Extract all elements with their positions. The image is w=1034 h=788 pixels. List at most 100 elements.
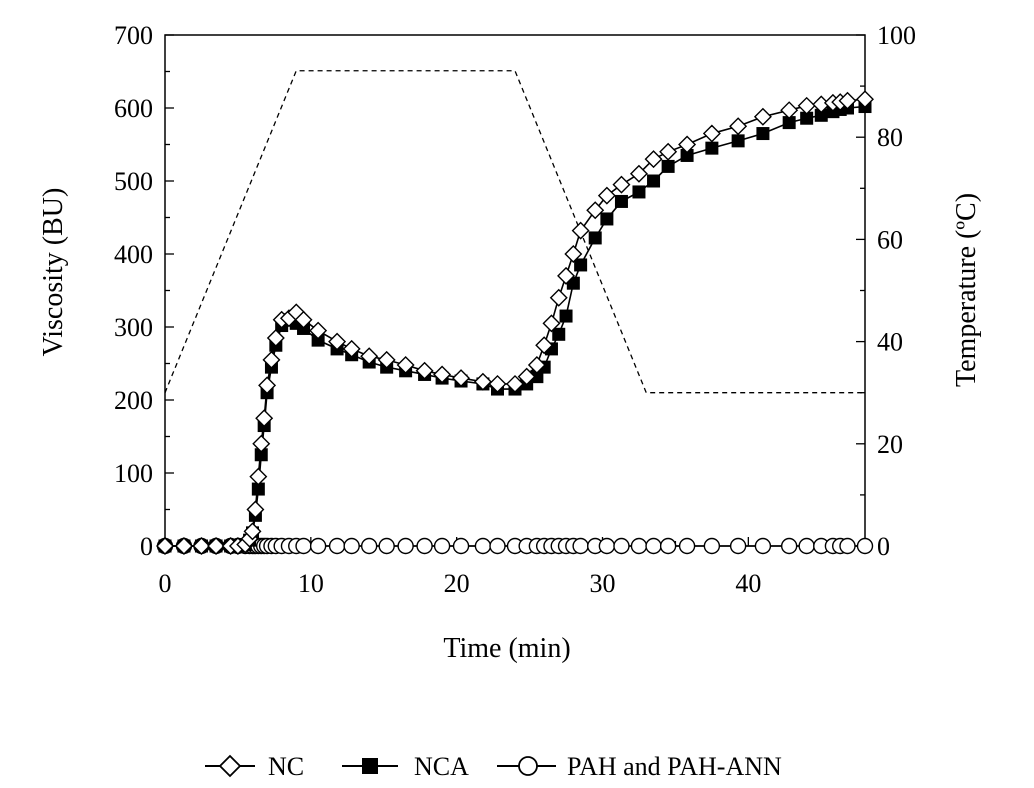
point-pah-and-pah-ann	[839, 537, 856, 555]
point-nc	[571, 221, 590, 240]
point-nca	[251, 482, 265, 496]
point-nca	[756, 127, 770, 141]
point-pah-and-pah-ann	[659, 537, 677, 555]
point-nc	[415, 361, 434, 380]
point-nc	[249, 467, 268, 486]
point-nc	[612, 175, 631, 194]
y-tick-label: 100	[114, 459, 153, 488]
point-nc	[659, 142, 678, 161]
point-nc	[702, 124, 721, 143]
point-pah-and-pah-ann	[630, 537, 648, 555]
legend: NC NCA PAH and PAH-ANN	[205, 752, 782, 781]
legend-label-pah: PAH and PAH-ANN	[567, 752, 782, 781]
point-pah-and-pah-ann	[598, 537, 616, 555]
point-nc	[294, 310, 313, 329]
y-tick-label: 400	[114, 240, 153, 269]
point-nc	[597, 186, 616, 205]
y-tick-label: 500	[114, 167, 153, 196]
point-nc	[433, 365, 452, 384]
x-tick-label: 0	[159, 569, 172, 598]
point-nc	[246, 500, 265, 519]
point-nc	[506, 374, 524, 393]
point-nc	[192, 537, 211, 555]
point-nc	[644, 150, 663, 169]
point-nc	[488, 374, 507, 393]
point-pah-and-pah-ann	[678, 537, 696, 555]
point-nca	[647, 174, 661, 188]
point-nc	[452, 369, 471, 388]
point-pah-and-pah-ann	[798, 537, 815, 555]
point-nc	[557, 266, 576, 285]
point-nc	[780, 101, 799, 120]
point-nc	[564, 245, 583, 263]
point-pah-and-pah-ann	[433, 537, 451, 555]
point-pah-and-pah-ann	[397, 537, 414, 555]
point-nc	[753, 107, 772, 126]
point-pah-and-pah-ann	[856, 537, 874, 555]
point-nc	[838, 91, 857, 110]
y2-tick-label: 60	[877, 225, 903, 254]
point-nc	[629, 164, 648, 183]
x-axis-title: Time (min)	[443, 633, 570, 664]
point-nc	[473, 372, 492, 391]
series-line-nca	[165, 105, 866, 547]
point-pah-and-pah-ann	[645, 537, 662, 555]
point-pah-and-pah-ann	[309, 537, 327, 555]
x-tick-label: 10	[298, 569, 324, 598]
point-nc	[243, 522, 262, 541]
point-nca	[782, 116, 796, 130]
point-pah-and-pah-ann	[360, 537, 378, 555]
series-pah-and-pah-ann	[156, 537, 874, 555]
point-nc	[262, 350, 281, 369]
point-nc	[266, 328, 285, 347]
point-pah-and-pah-ann	[729, 537, 747, 555]
axis-ticks: 0 100 200 300 400 500 600 700 0 20 40 60 80 100 0 10 20 3…	[114, 21, 916, 598]
y2-tick-label: 80	[877, 123, 903, 152]
point-nc	[309, 321, 328, 340]
x-tick-label: 30	[590, 569, 616, 598]
legend-item-pah: PAH and PAH-ANN	[497, 752, 782, 781]
y-tick-label: 700	[114, 21, 153, 50]
point-nc	[542, 314, 561, 333]
point-pah-and-pah-ann	[489, 537, 506, 555]
legend-item-nca: NCA	[342, 752, 469, 781]
point-nc	[549, 288, 568, 307]
point-nc	[797, 96, 816, 115]
y2-axis-title: Temperature (ºC)	[951, 193, 982, 387]
point-pah-and-pah-ann	[416, 537, 433, 555]
point-nc	[252, 434, 271, 453]
legend-label-nc: NC	[268, 752, 304, 781]
point-nc	[527, 355, 546, 374]
point-nc	[328, 332, 347, 351]
point-nca	[661, 159, 675, 173]
point-pah-and-pah-ann	[452, 537, 470, 555]
point-nc	[258, 376, 277, 395]
point-nca	[559, 309, 573, 323]
series-nc	[156, 90, 874, 555]
point-nc	[586, 201, 605, 220]
point-pah-and-pah-ann	[343, 537, 360, 555]
point-nca	[254, 448, 268, 462]
point-pah-and-pah-ann	[780, 537, 798, 555]
series-line-nc	[165, 98, 866, 547]
point-nc	[156, 537, 174, 555]
point-nca	[814, 108, 828, 122]
x-tick-label: 40	[735, 569, 761, 598]
point-nc	[174, 537, 193, 555]
point-nc	[342, 339, 361, 358]
legend-item-nc: NC	[205, 752, 304, 781]
point-pah-and-pah-ann	[572, 537, 589, 555]
point-nc	[856, 90, 874, 109]
point-nc	[517, 367, 536, 386]
point-pah-and-pah-ann	[703, 537, 721, 555]
point-pah-and-pah-ann	[328, 537, 346, 555]
point-nca	[588, 231, 602, 245]
point-nc	[255, 409, 274, 428]
y-tick-label: 300	[114, 313, 153, 342]
y2-tick-label: 100	[877, 21, 916, 50]
point-nca	[731, 134, 745, 148]
legend-label-nca: NCA	[414, 752, 469, 781]
point-pah-and-pah-ann	[613, 537, 630, 555]
point-nca	[705, 141, 719, 155]
point-pah-and-pah-ann	[754, 537, 772, 555]
